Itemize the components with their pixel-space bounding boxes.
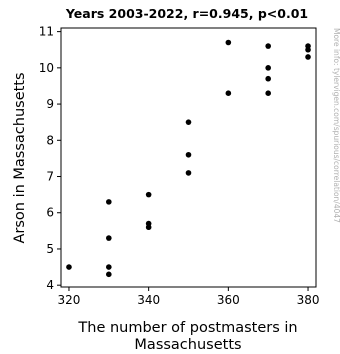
scatter-point <box>305 54 311 60</box>
y-axis: 4 5 6 7 8 9 10 11 <box>39 25 61 292</box>
scatter-point <box>106 199 112 205</box>
scatter-point <box>185 170 192 176</box>
scatter-point <box>265 90 271 97</box>
y-tick-label: 9 <box>46 97 54 111</box>
x-axis-label-line-1: The number of postmasters in <box>77 320 297 336</box>
y-tick-label: 11 <box>39 25 54 39</box>
scatter-point <box>305 43 311 49</box>
x-tick-label: 340 <box>137 293 160 307</box>
y-axis-label: Arson in Massachusetts <box>12 72 28 243</box>
scatter-point <box>265 65 271 71</box>
scatter-point <box>106 271 112 278</box>
scatter-point <box>145 191 152 198</box>
scatter-point <box>185 119 192 125</box>
scatter-point <box>106 235 112 241</box>
data-points <box>66 39 311 278</box>
x-axis-label-line-2: Massachusetts <box>134 337 241 353</box>
scatter-point <box>185 151 192 158</box>
y-tick-label: 7 <box>46 170 54 184</box>
x-tick-label: 320 <box>58 293 81 307</box>
y-tick-label: 5 <box>46 242 54 256</box>
scatter-point <box>225 39 232 46</box>
chart-title: Years 2003-2022, r=0.945, p<0.01 <box>65 6 308 21</box>
y-tick-label: 8 <box>46 133 54 147</box>
scatter-point <box>225 90 232 97</box>
scatter-point <box>265 43 271 49</box>
plot-area-frame <box>60 27 317 288</box>
y-tick-label: 4 <box>46 278 54 292</box>
x-axis: 320 340 360 380 <box>58 287 320 307</box>
x-tick-label: 380 <box>297 293 320 307</box>
y-tick-label: 10 <box>39 61 54 75</box>
watermark-text: More info: tylervigen.com/spurious/corre… <box>332 28 340 223</box>
scatter-point <box>66 264 72 270</box>
y-tick-label: 6 <box>46 206 54 220</box>
x-tick-label: 360 <box>217 293 240 307</box>
scatter-point <box>145 220 152 227</box>
scatter-point <box>265 75 271 82</box>
scatter-point <box>106 264 112 270</box>
